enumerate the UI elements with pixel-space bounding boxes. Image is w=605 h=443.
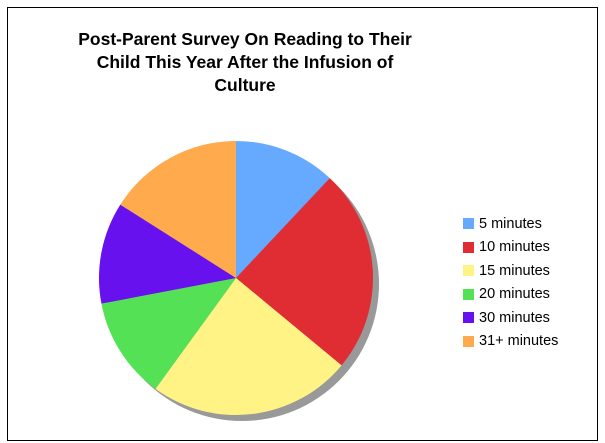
pie-slice-10-minutes [236,178,374,366]
pie-slice-15-minutes [155,278,342,416]
legend-label: 20 minutes [479,286,550,303]
legend-swatch [463,312,474,324]
legend-label: 30 minutes [479,309,550,326]
pie-slice-20-minutes [101,278,237,389]
pie-slice-31-plus-minutes [120,141,236,278]
legend-item: 10 minutes [463,236,558,260]
legend-swatch [463,241,474,253]
legend-swatch [463,218,474,230]
pie-slice-5-minutes [236,141,330,278]
legend-item: 30 minutes [463,306,558,330]
legend-label: 10 minutes [479,239,550,256]
chart-title: Post-Parent Survey On Reading to Their C… [50,28,440,97]
legend-swatch [463,265,474,277]
pie-slice-30-minutes [99,204,236,304]
legend-item: 15 minutes [463,259,558,283]
legend-item: 31+ minutes [463,330,558,354]
legend-swatch [463,288,474,300]
chart-title-line-2: Child This Year After the Infusion of [96,52,394,72]
legend-label: 15 minutes [479,262,550,279]
chart-title-line-1: Post-Parent Survey On Reading to Their [78,29,412,49]
legend-label: 31+ minutes [479,333,559,350]
chart-title-line-3: Culture [214,75,276,95]
legend-item: 20 minutes [463,283,558,307]
legend-label: 5 minutes [479,215,542,232]
chart-legend: 5 minutes 10 minutes 15 minutes 20 minutes 3… [463,212,558,353]
legend-item: 5 minutes [463,212,558,236]
legend-swatch [463,335,474,347]
